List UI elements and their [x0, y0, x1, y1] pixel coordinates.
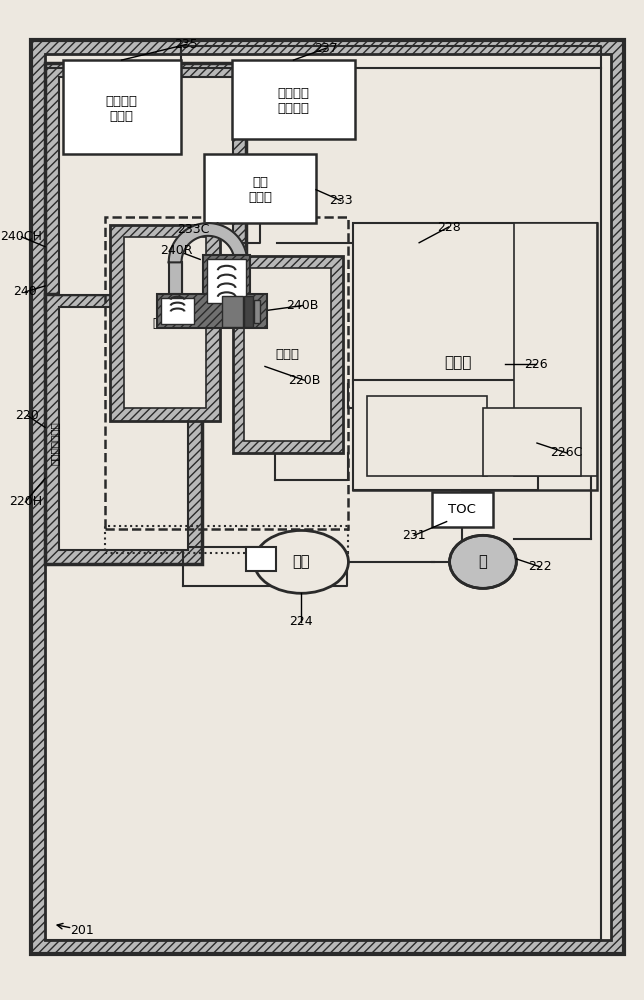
- Bar: [354, 223, 597, 490]
- Text: 泵: 泵: [478, 554, 488, 569]
- Polygon shape: [234, 262, 247, 294]
- Bar: [515, 223, 597, 476]
- Text: 废气再循
环冷却器: 废气再循 环冷却器: [278, 87, 310, 115]
- Bar: [105, 526, 348, 553]
- Bar: [204, 154, 316, 223]
- Bar: [232, 256, 343, 453]
- Bar: [244, 268, 331, 441]
- Ellipse shape: [254, 530, 348, 593]
- Text: 220H: 220H: [9, 495, 42, 508]
- Text: 240CH: 240CH: [1, 230, 43, 243]
- Ellipse shape: [450, 535, 516, 588]
- Text: 228: 228: [437, 221, 460, 234]
- Polygon shape: [169, 223, 247, 262]
- Bar: [354, 223, 597, 384]
- Text: 气缸盖: 气缸盖: [153, 317, 177, 330]
- Text: 237: 237: [314, 42, 337, 55]
- Bar: [157, 294, 267, 328]
- Text: 231: 231: [402, 529, 426, 542]
- Bar: [124, 237, 206, 408]
- Text: 气缸体: 气缸体: [276, 348, 299, 361]
- Bar: [207, 259, 246, 303]
- Bar: [59, 77, 232, 295]
- Bar: [110, 225, 220, 421]
- Text: 233: 233: [329, 194, 352, 207]
- Text: 220: 220: [15, 409, 39, 422]
- Bar: [246, 547, 276, 571]
- Text: 发动机油
冷却器: 发动机油 冷却器: [106, 95, 138, 123]
- Bar: [45, 294, 202, 564]
- Text: 240: 240: [14, 285, 37, 298]
- Bar: [354, 380, 538, 490]
- Text: 散热器: 散热器: [445, 355, 472, 370]
- Text: 235: 235: [175, 38, 198, 51]
- Bar: [432, 492, 493, 527]
- Text: 入口冷却剂轨道: 入口冷却剂轨道: [50, 421, 60, 465]
- Bar: [45, 54, 611, 940]
- Bar: [59, 307, 189, 550]
- Bar: [367, 396, 487, 476]
- Text: 233C: 233C: [177, 223, 209, 236]
- Bar: [483, 408, 581, 476]
- Bar: [254, 300, 260, 323]
- Text: 222: 222: [528, 560, 552, 573]
- Text: 子冷却器: 子冷却器: [402, 432, 436, 446]
- Text: 240R: 240R: [160, 244, 193, 257]
- Bar: [222, 296, 243, 327]
- Text: 220B: 220B: [288, 374, 321, 387]
- Text: 226: 226: [524, 358, 548, 371]
- Text: 224: 224: [290, 615, 313, 628]
- Bar: [105, 217, 348, 529]
- Text: TOC: TOC: [448, 503, 477, 516]
- Bar: [62, 60, 180, 154]
- Text: 240B: 240B: [286, 299, 319, 312]
- Bar: [45, 63, 246, 309]
- Bar: [161, 298, 194, 324]
- Text: 226C: 226C: [550, 446, 583, 459]
- Bar: [232, 60, 355, 139]
- Text: 车用
加热器: 车用 加热器: [248, 176, 272, 204]
- Bar: [244, 296, 253, 327]
- Bar: [203, 255, 251, 307]
- Text: 201: 201: [70, 924, 94, 937]
- Text: 脱气: 脱气: [292, 554, 310, 569]
- Polygon shape: [169, 262, 182, 294]
